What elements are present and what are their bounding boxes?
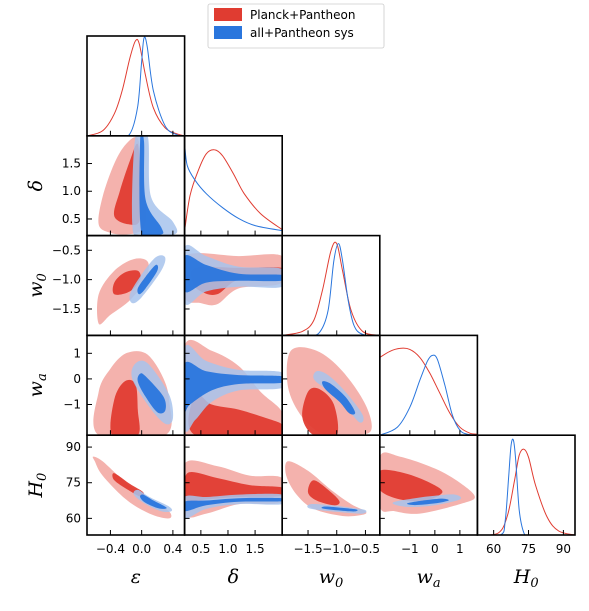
marginal-w0 xyxy=(282,241,380,336)
red-contour-68-w0-H0 xyxy=(307,480,340,506)
panel-eps-H0 xyxy=(92,456,173,519)
blue-marginal-eps xyxy=(87,36,185,136)
x-axis-label-H0: H0 xyxy=(513,566,539,591)
x-tick-label-H0: 75 xyxy=(521,542,536,556)
panel-delta-w0 xyxy=(184,244,283,306)
marginal-wa xyxy=(379,347,478,436)
legend-box xyxy=(207,3,385,49)
legend-label-0: Planck+Pantheon xyxy=(250,8,355,22)
x-tick-label-H0: 60 xyxy=(486,542,501,556)
panel-delta-H0 xyxy=(184,460,283,519)
x-axis-label-eps: ε xyxy=(131,566,141,588)
y-axis-label-w0: w0 xyxy=(25,273,50,298)
red-contour-68-eps-wa xyxy=(110,379,140,436)
x-axis-label-w0: w0 xyxy=(319,566,344,591)
blue-contour-68-eps-delta xyxy=(139,135,164,236)
legend: Planck+Pantheon all+Pantheon sys xyxy=(207,3,385,49)
red-marginal-w0 xyxy=(282,241,380,336)
blue-contour-95-delta-wa xyxy=(184,345,283,432)
x-tick-label-w0: −1.0 xyxy=(322,542,351,556)
y-tick-label-wa: 1 xyxy=(73,346,81,360)
blue-contour-68-delta-w0 xyxy=(184,255,283,293)
red-marginal-wa xyxy=(379,347,478,435)
blue-contour-68-eps-H0 xyxy=(140,494,167,509)
legend-swatch-1 xyxy=(214,26,242,39)
blue-contour-68-wa-H0 xyxy=(406,498,449,506)
y-tick-label-wa: 0 xyxy=(73,372,81,386)
blue-contour-68-delta-wa xyxy=(184,361,283,413)
x-tick-label-delta: 0.5 xyxy=(191,542,210,556)
x-tick-label-w0: −0.5 xyxy=(351,542,380,556)
red-contour-68-wa-H0 xyxy=(379,469,443,502)
panel-eps-w0 xyxy=(97,255,166,325)
blue-marginal-wa xyxy=(379,354,478,436)
marginal-eps xyxy=(87,36,185,136)
blue-contour-68-w0-H0 xyxy=(321,506,358,512)
x-axis-label-wa: wa xyxy=(417,566,441,591)
panel-frame-0-0 xyxy=(86,35,186,137)
y-tick-label-wa: −1 xyxy=(63,397,81,411)
x-axis-label-delta: δ xyxy=(228,566,239,588)
blue-marginal-delta xyxy=(184,143,283,232)
red-contour-68-delta-wa xyxy=(188,393,283,436)
y-tick-label-w0: −1.0 xyxy=(52,273,81,287)
x-tick-label-eps: −0.4 xyxy=(96,542,125,556)
y-tick-label-delta: 1.5 xyxy=(62,157,81,171)
x-tick-label-wa: 0 xyxy=(431,542,439,556)
y-tick-label-delta: 1.0 xyxy=(62,184,81,198)
marginal-H0 xyxy=(477,438,575,536)
blue-contour-68-w0-wa xyxy=(322,381,356,415)
blue-marginal-H0 xyxy=(477,438,529,536)
y-tick-label-H0: 75 xyxy=(66,476,81,490)
panel-w0-wa xyxy=(286,347,372,436)
y-axis-label-delta: δ xyxy=(25,180,47,191)
red-contour-68-w0-wa xyxy=(302,387,339,436)
x-tick-label-wa: −1 xyxy=(401,542,419,556)
red-marginal-eps xyxy=(87,38,185,136)
y-axis-label-H0: H0 xyxy=(25,473,50,499)
panel-wa-H0 xyxy=(379,452,475,514)
x-tick-label-eps: 0.0 xyxy=(132,542,151,556)
x-tick-label-delta: 1.5 xyxy=(246,542,265,556)
x-tick-label-wa: 1 xyxy=(456,542,464,556)
panel-eps-delta xyxy=(98,135,178,236)
blue-contour-68-eps-w0 xyxy=(137,264,159,295)
x-tick-label-delta: 1.0 xyxy=(218,542,237,556)
blue-marginal-w0 xyxy=(282,243,380,336)
x-tick-label-w0: −1.5 xyxy=(293,542,322,556)
tick-layer: −0.4 0.0 0.4 0.5 1.0 1.5 −1.5 −1.0 −0.5 −1 0 1 60 75 9… xyxy=(52,130,571,556)
panel-frame-4-4 xyxy=(476,434,576,536)
red-marginal-H0 xyxy=(477,448,575,536)
y-axis-label-wa: wa xyxy=(25,373,50,397)
legend-swatch-0 xyxy=(214,8,242,21)
panel-frame-3-3 xyxy=(378,334,479,436)
panel-frame-0-4 xyxy=(86,434,186,536)
x-tick-label-eps: 0.4 xyxy=(163,542,182,556)
red-contour-68-eps-w0 xyxy=(112,270,141,295)
panel-delta-wa xyxy=(184,340,283,436)
blue-contour-68-delta-H0 xyxy=(184,497,283,512)
blue-contour-68-eps-wa xyxy=(137,373,166,414)
panel-w0-H0 xyxy=(285,461,367,517)
y-tick-label-w0: −0.5 xyxy=(52,243,81,257)
red-marginal-delta xyxy=(184,149,283,231)
y-tick-label-w0: −1.5 xyxy=(52,302,81,316)
y-tick-label-delta: 0.5 xyxy=(62,212,81,226)
panel-eps-wa xyxy=(93,351,174,436)
x-tick-label-H0: 90 xyxy=(556,542,571,556)
panel-layer xyxy=(86,35,576,536)
y-tick-label-H0: 90 xyxy=(66,440,81,454)
y-tick-label-H0: 60 xyxy=(66,511,81,525)
legend-label-1: all+Pantheon sys xyxy=(250,26,354,40)
marginal-delta xyxy=(184,143,283,232)
